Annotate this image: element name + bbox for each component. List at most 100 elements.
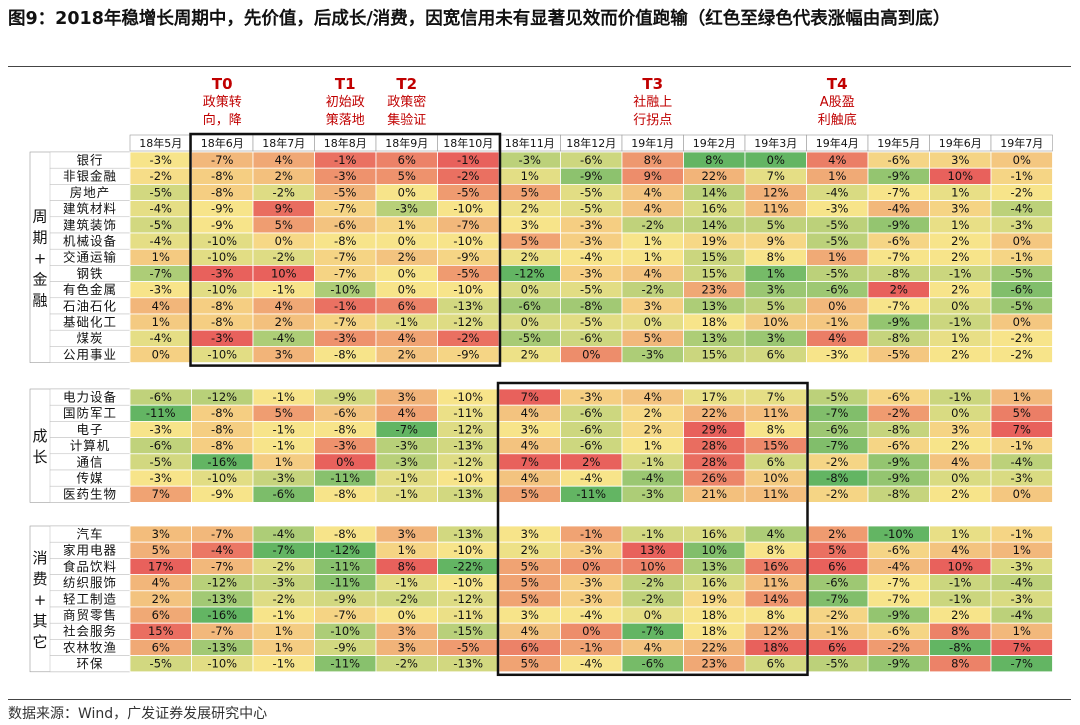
cell-value: -4% xyxy=(888,559,910,573)
cell-value: -3% xyxy=(334,169,356,183)
cell-value: -7% xyxy=(888,250,910,264)
cell-value: 1% xyxy=(275,624,293,638)
cell-value: 10% xyxy=(947,559,973,573)
cell-value: -7% xyxy=(826,406,848,420)
cell-value: 8% xyxy=(644,153,662,167)
cell-value: -5% xyxy=(457,185,479,199)
cell-value: 4% xyxy=(152,576,170,590)
cell-value: -7% xyxy=(888,185,910,199)
cell-value: 5% xyxy=(767,299,785,313)
cell-value: 7% xyxy=(767,390,785,404)
timeline-annotation-t3: T3 社融上 行拐点 xyxy=(617,74,689,130)
cell-value: 5% xyxy=(767,218,785,232)
cell-value: -10% xyxy=(453,202,483,216)
row-name: 石油石化 xyxy=(63,298,117,313)
cell-value: -1% xyxy=(949,390,971,404)
cell-value: -7% xyxy=(211,559,233,573)
cell-value: 7% xyxy=(1013,640,1031,654)
cell-value: -2% xyxy=(642,283,664,297)
cell-value: -3% xyxy=(642,487,664,501)
cell-value: 1% xyxy=(275,455,293,469)
cell-value: -1% xyxy=(949,592,971,606)
cell-value: -3% xyxy=(519,153,541,167)
cell-value: -3% xyxy=(211,266,233,280)
cell-value: -1% xyxy=(273,283,295,297)
cell-value: -3% xyxy=(580,234,602,248)
heatmap-cell xyxy=(990,655,1053,673)
cell-value: 3% xyxy=(767,331,785,345)
cell-value: 4% xyxy=(398,406,416,420)
cell-value: -13% xyxy=(453,527,483,541)
cell-value: -3% xyxy=(826,347,848,361)
cell-value: 2% xyxy=(951,608,969,622)
group-label-char: 长 xyxy=(32,448,47,466)
cell-value: -9% xyxy=(457,347,479,361)
cell-value: 2% xyxy=(890,283,908,297)
cell-value: -12% xyxy=(330,543,360,557)
cell-value: -4% xyxy=(150,331,172,345)
cell-value: 16% xyxy=(763,559,789,573)
group-label-char: + xyxy=(34,249,47,267)
group-label-char: 它 xyxy=(32,633,47,651)
annotation-label: T2 xyxy=(396,75,418,93)
row-name: 电力设备 xyxy=(63,390,117,405)
cell-value: 2% xyxy=(951,283,969,297)
cell-value: 4% xyxy=(644,390,662,404)
cell-value: -1% xyxy=(1011,169,1033,183)
heatmap-cell xyxy=(990,345,1053,363)
cell-value: -12% xyxy=(207,576,237,590)
cell-value: 0% xyxy=(1013,153,1031,167)
cell-value: -2% xyxy=(273,592,295,606)
cell-value: 2% xyxy=(951,439,969,453)
cell-value: 4% xyxy=(951,543,969,557)
cell-value: -6% xyxy=(642,657,664,671)
cell-value: -12% xyxy=(207,390,237,404)
cell-value: 5% xyxy=(398,169,416,183)
cell-value: 15% xyxy=(701,347,727,361)
cell-value: -6% xyxy=(888,153,910,167)
cell-value: 1% xyxy=(1013,624,1031,638)
cell-value: -2% xyxy=(457,331,479,345)
cell-value: 4% xyxy=(521,471,539,485)
cell-value: -3% xyxy=(1011,592,1033,606)
cell-value: -5% xyxy=(580,283,602,297)
cell-value: -6% xyxy=(888,624,910,638)
row-name: 非银金融 xyxy=(63,169,117,184)
cell-value: 6% xyxy=(152,640,170,654)
cell-value: -1% xyxy=(949,576,971,590)
cell-value: 0% xyxy=(951,406,969,420)
cell-value: -4% xyxy=(642,471,664,485)
cell-value: 1% xyxy=(644,234,662,248)
row-name: 计算机 xyxy=(70,438,111,453)
cell-value: -8% xyxy=(211,299,233,313)
cell-value: -1% xyxy=(826,624,848,638)
cell-value: 11% xyxy=(763,576,789,590)
cell-value: 8% xyxy=(767,543,785,557)
cell-value: 2% xyxy=(644,406,662,420)
cell-value: -5% xyxy=(457,640,479,654)
cell-value: -7% xyxy=(457,218,479,232)
cell-value: -3% xyxy=(1011,471,1033,485)
cell-value: -7% xyxy=(642,624,664,638)
cell-value: 0% xyxy=(582,624,600,638)
cell-value: -10% xyxy=(453,234,483,248)
cell-value: -10% xyxy=(207,471,237,485)
cell-value: -7% xyxy=(826,592,848,606)
cell-value: 3% xyxy=(644,299,662,313)
cell-value: -1% xyxy=(642,527,664,541)
column-header: 18年11月 xyxy=(505,136,555,150)
cell-value: -7% xyxy=(211,153,233,167)
cell-value: 2% xyxy=(398,347,416,361)
cell-value: 4% xyxy=(644,640,662,654)
cell-value: -9% xyxy=(334,592,356,606)
cell-value: 1% xyxy=(828,169,846,183)
cell-value: -11% xyxy=(576,487,606,501)
cell-value: -1% xyxy=(273,608,295,622)
cell-value: 1% xyxy=(951,331,969,345)
row-name: 银行 xyxy=(76,153,103,168)
group-label-char: 消 xyxy=(32,549,47,567)
cell-value: 13% xyxy=(701,331,727,345)
cell-value: -4% xyxy=(1011,608,1033,622)
cell-value: -3% xyxy=(580,266,602,280)
cell-value: 0% xyxy=(951,471,969,485)
